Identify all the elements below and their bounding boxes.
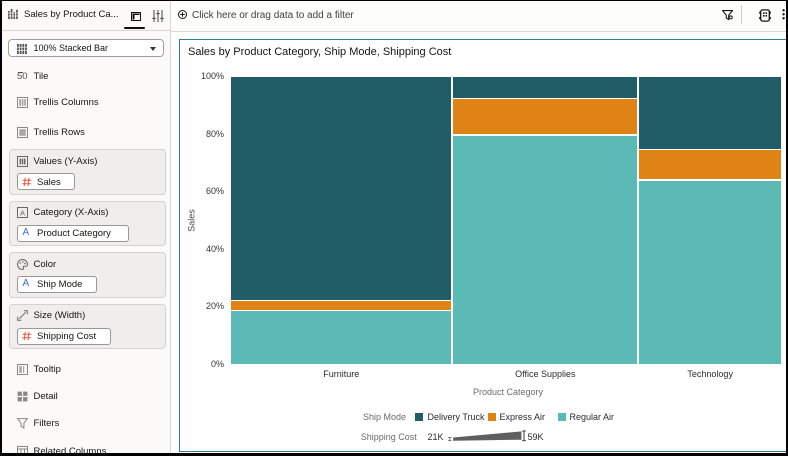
svg-text:A: A <box>20 209 25 218</box>
